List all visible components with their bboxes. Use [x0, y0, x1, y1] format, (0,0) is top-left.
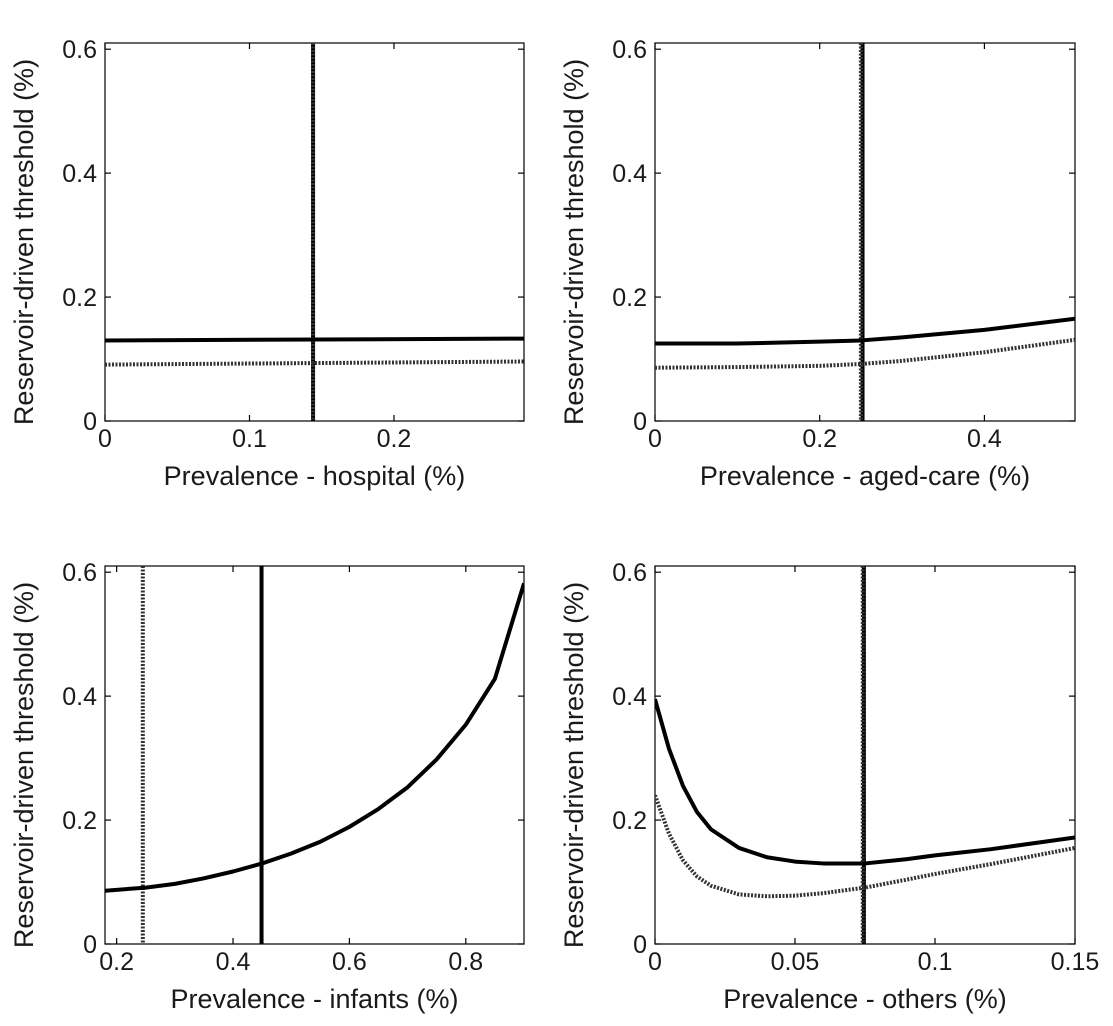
plot-area — [655, 43, 1075, 421]
x-tick-label: 0.1 — [232, 425, 267, 453]
dotted-series-line — [655, 794, 1075, 899]
solid-series-line — [105, 336, 524, 343]
y-tick-label: 0.2 — [612, 807, 647, 835]
panel-aged-care: 0 0.2 0.4 0.6 0 0.2 0.4 Prevalence - aged-care … — [559, 36, 1076, 491]
y-tick-label: 0.6 — [62, 559, 97, 587]
x-tick-label: 0.15 — [1051, 948, 1100, 976]
x-axis-label: Prevalence - others (%) — [723, 984, 1007, 1014]
y-tick-label: 0 — [83, 931, 97, 959]
y-tick-label: 0.2 — [612, 284, 647, 312]
y-axis-label: Reservoir-driven threshold (%) — [9, 582, 39, 948]
solid-series-line — [655, 698, 1075, 866]
x-tick-label: 0.6 — [332, 948, 367, 976]
y-tick-label: 0.6 — [612, 559, 647, 587]
solid-series-line — [655, 316, 1075, 346]
x-tick-label: 0.2 — [99, 948, 134, 976]
x-tick-label: 0.2 — [377, 425, 412, 453]
x-tick-label: 0 — [648, 948, 662, 976]
dotted-series-line — [655, 337, 1075, 370]
x-tick-label: 0 — [98, 425, 112, 453]
y-axis-label: Reservoir-driven threshold (%) — [9, 59, 39, 425]
y-tick-label: 0 — [83, 408, 97, 436]
y-tick-label: 0.2 — [62, 807, 97, 835]
solid-series-line — [105, 582, 524, 893]
x-tick-label: 0.1 — [918, 948, 953, 976]
x-tick-label: 0 — [648, 425, 662, 453]
x-tick-label: 0.4 — [216, 948, 251, 976]
y-tick-label: 0.4 — [612, 683, 647, 711]
y-tick-label: 0.4 — [62, 683, 97, 711]
y-axis-label: Reservoir-driven threshold (%) — [559, 59, 589, 425]
x-tick-label: 0.4 — [967, 425, 1002, 453]
panel-others: 0 0.2 0.4 0.6 0 0.05 0.1 0.15 Prevalence - other… — [559, 559, 1099, 1014]
y-axis-label: Reservoir-driven threshold (%) — [559, 582, 589, 948]
plot-area — [105, 43, 524, 421]
y-tick-label: 0.2 — [62, 284, 97, 312]
y-tick-label: 0.6 — [62, 36, 97, 64]
x-tick-label: 0.8 — [448, 948, 483, 976]
x-axis-label: Prevalence - infants (%) — [170, 984, 458, 1014]
x-axis-label: Prevalence - aged-care (%) — [700, 461, 1030, 491]
x-axis-label: Prevalence - hospital (%) — [164, 461, 466, 491]
x-tick-label: 0.2 — [802, 425, 837, 453]
x-tick-label: 0.05 — [771, 948, 820, 976]
plot-area — [655, 566, 1075, 944]
y-tick-label: 0.4 — [612, 160, 647, 188]
panel-hospital: 0 0.2 0.4 0.6 0 0.1 0.2 Prevalence - hospital (… — [9, 36, 525, 491]
axes-frame — [104, 565, 525, 945]
y-tick-label: 0 — [633, 408, 647, 436]
y-tick-label: 0.6 — [612, 36, 647, 64]
y-tick-label: 0 — [633, 931, 647, 959]
axes-frame — [654, 42, 1076, 422]
plot-area — [105, 566, 524, 944]
y-tick-label: 0.4 — [62, 160, 97, 188]
